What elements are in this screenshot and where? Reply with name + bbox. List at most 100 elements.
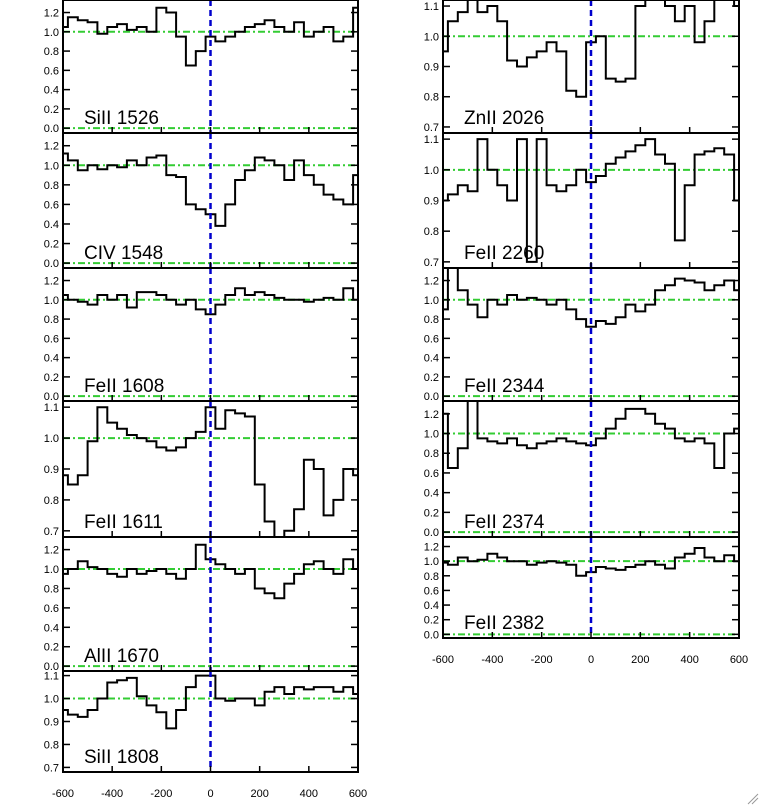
y-tick-label: 1.0 [424,429,439,441]
ion-label: FeII 2260 [464,243,544,264]
y-tick-label: 0.2 [424,615,439,627]
y-tick-label: 0.4 [44,622,59,634]
spectrum-feii-2382 [443,547,739,577]
y-tick-label: 0.8 [44,180,59,192]
x-tick-label: 0 [207,788,213,800]
y-tick-label: 0.2 [44,104,59,116]
y-tick-label: 0.0 [424,391,439,403]
y-tick-label: 1.2 [44,276,59,288]
y-tick-label: 0.8 [44,495,59,507]
y-tick-label: 0.8 [44,314,59,326]
panel-znii-2026: 0.7 0.8 0.9 1.0 1.1 ZnII 2026 [424,0,740,134]
ion-label: FeII 2382 [464,613,544,634]
spectrum-feii-2344 [443,267,739,328]
y-tick-label: 1.1 [424,134,439,146]
y-tick-label: 1.1 [424,1,439,13]
y-tick-label: 0.6 [44,65,59,77]
y-tick-label: 1.0 [44,160,59,172]
ion-label: FeII 2344 [464,376,545,397]
y-tick-label: 1.0 [424,31,439,43]
y-tick-label: 0.2 [44,239,59,251]
y-tick-label: 0.0 [424,629,439,641]
x-tick-label: -200 [531,654,553,666]
y-tick-label: 0.4 [44,85,59,97]
spectrum-feii-1611 [63,406,358,538]
y-tick-label: 0.7 [44,526,59,538]
x-tick-label: 200 [250,788,268,800]
spectrum-feii-1608 [63,287,358,316]
y-tick-label: 0.6 [424,468,439,480]
panel-feii-2382: 0.0 0.2 0.4 0.6 0.8 1.0 1.2 FeII 2382 [424,536,740,641]
y-tick-label: 0.9 [424,62,439,74]
y-tick-label: 0.8 [44,739,59,751]
x-tick-label: 200 [631,654,649,666]
y-tick-label: 1.2 [424,542,439,554]
ion-label: SiII 1526 [84,108,159,129]
y-tick-label: 0.8 [424,92,439,104]
y-tick-label: 0.8 [44,583,59,595]
y-tick-label: 1.2 [424,409,439,421]
spectrum-feii-2374 [443,400,739,469]
x-tick-label: 600 [349,788,367,800]
y-tick-label: 1.2 [44,141,59,153]
ion-label: SiII 1808 [84,747,159,768]
y-tick-label: 0.6 [44,603,59,615]
ion-label: CIV 1548 [84,243,163,264]
x-tick-label: 0 [588,654,594,666]
panel-civ-1548: 0.0 0.2 0.4 0.6 0.8 1.0 1.2 CIV 1548 [44,132,359,270]
spectrum-znii-2026 [443,0,739,98]
y-tick-label: 1.0 [424,556,439,568]
y-tick-label: 0.4 [44,219,59,231]
ion-label: FeII 1611 [84,512,163,533]
ion-label: FeII 2374 [464,512,545,533]
x-tick-label: -400 [481,654,503,666]
y-tick-label: 0.0 [44,391,59,403]
y-tick-label: 1.2 [424,276,439,288]
panel-feii-1611: 0.7 0.8 0.9 1.0 1.1 FeII 1611 [44,400,359,538]
panel-feii-1608: 0.0 0.2 0.4 0.6 0.8 1.0 1.2 FeII 1608 [44,267,359,403]
y-tick-label: 1.2 [44,8,59,20]
y-tick-label: 1.0 [424,165,439,177]
x-tick-label: -600 [432,654,454,666]
y-tick-label: 1.0 [44,694,59,706]
y-tick-label: 1.0 [44,295,59,307]
y-tick-label: 1.1 [44,671,59,683]
spectrum-feii-2260 [443,138,739,263]
panel-feii-2374: 0.0 0.2 0.4 0.6 0.8 1.0 1.2 FeII 2374 [424,400,740,539]
y-tick-label: 0.8 [44,46,59,58]
y-tick-label: 0.0 [424,527,439,539]
y-tick-label: 0.6 [424,333,439,345]
y-tick-label: 1.0 [44,564,59,576]
ion-label: FeII 1608 [84,376,164,397]
y-tick-label: 1.2 [44,545,59,557]
y-tick-label: 0.6 [424,585,439,597]
x-tick-label: 400 [300,788,318,800]
panel-feii-2344: 0.0 0.2 0.4 0.6 0.8 1.0 1.2 FeII 2344 [424,267,740,403]
ion-label: ZnII 2026 [464,108,544,129]
y-tick-label: 0.8 [424,314,439,326]
x-tick-label: -200 [150,788,172,800]
y-tick-label: 0.2 [44,642,59,654]
y-tick-label: 0.7 [424,122,439,134]
ion-label: AlII 1670 [84,646,159,667]
y-tick-label: 1.0 [424,295,439,307]
y-tick-label: 0.2 [424,507,439,519]
spectrum-siii-1526 [63,6,358,67]
y-tick-label: 0.0 [44,661,59,673]
y-tick-label: 0.2 [424,372,439,384]
y-tick-label: 0.8 [424,226,439,238]
y-tick-label: 0.0 [44,258,59,270]
panel-siii-1526: 0.0 0.2 0.4 0.6 0.8 1.0 1.2 SiII 1526 [44,0,359,135]
spectrum-siii-1808 [63,674,358,730]
y-tick-label: 0.9 [424,196,439,208]
y-tick-label: 1.0 [44,433,59,445]
panel-siii-1808: 0.7 0.8 0.9 1.0 1.1 SiII 1808 [44,670,359,774]
y-tick-label: 0.4 [424,353,439,365]
y-tick-label: 0.0 [44,123,59,135]
y-tick-label: 0.4 [424,488,439,500]
panel-alii-1670: 0.0 0.2 0.4 0.6 0.8 1.0 1.2 AlII 1670 [44,536,359,673]
x-tick-label: 600 [730,654,748,666]
x-tick-label: -400 [101,788,123,800]
y-tick-label: 1.0 [44,27,59,39]
